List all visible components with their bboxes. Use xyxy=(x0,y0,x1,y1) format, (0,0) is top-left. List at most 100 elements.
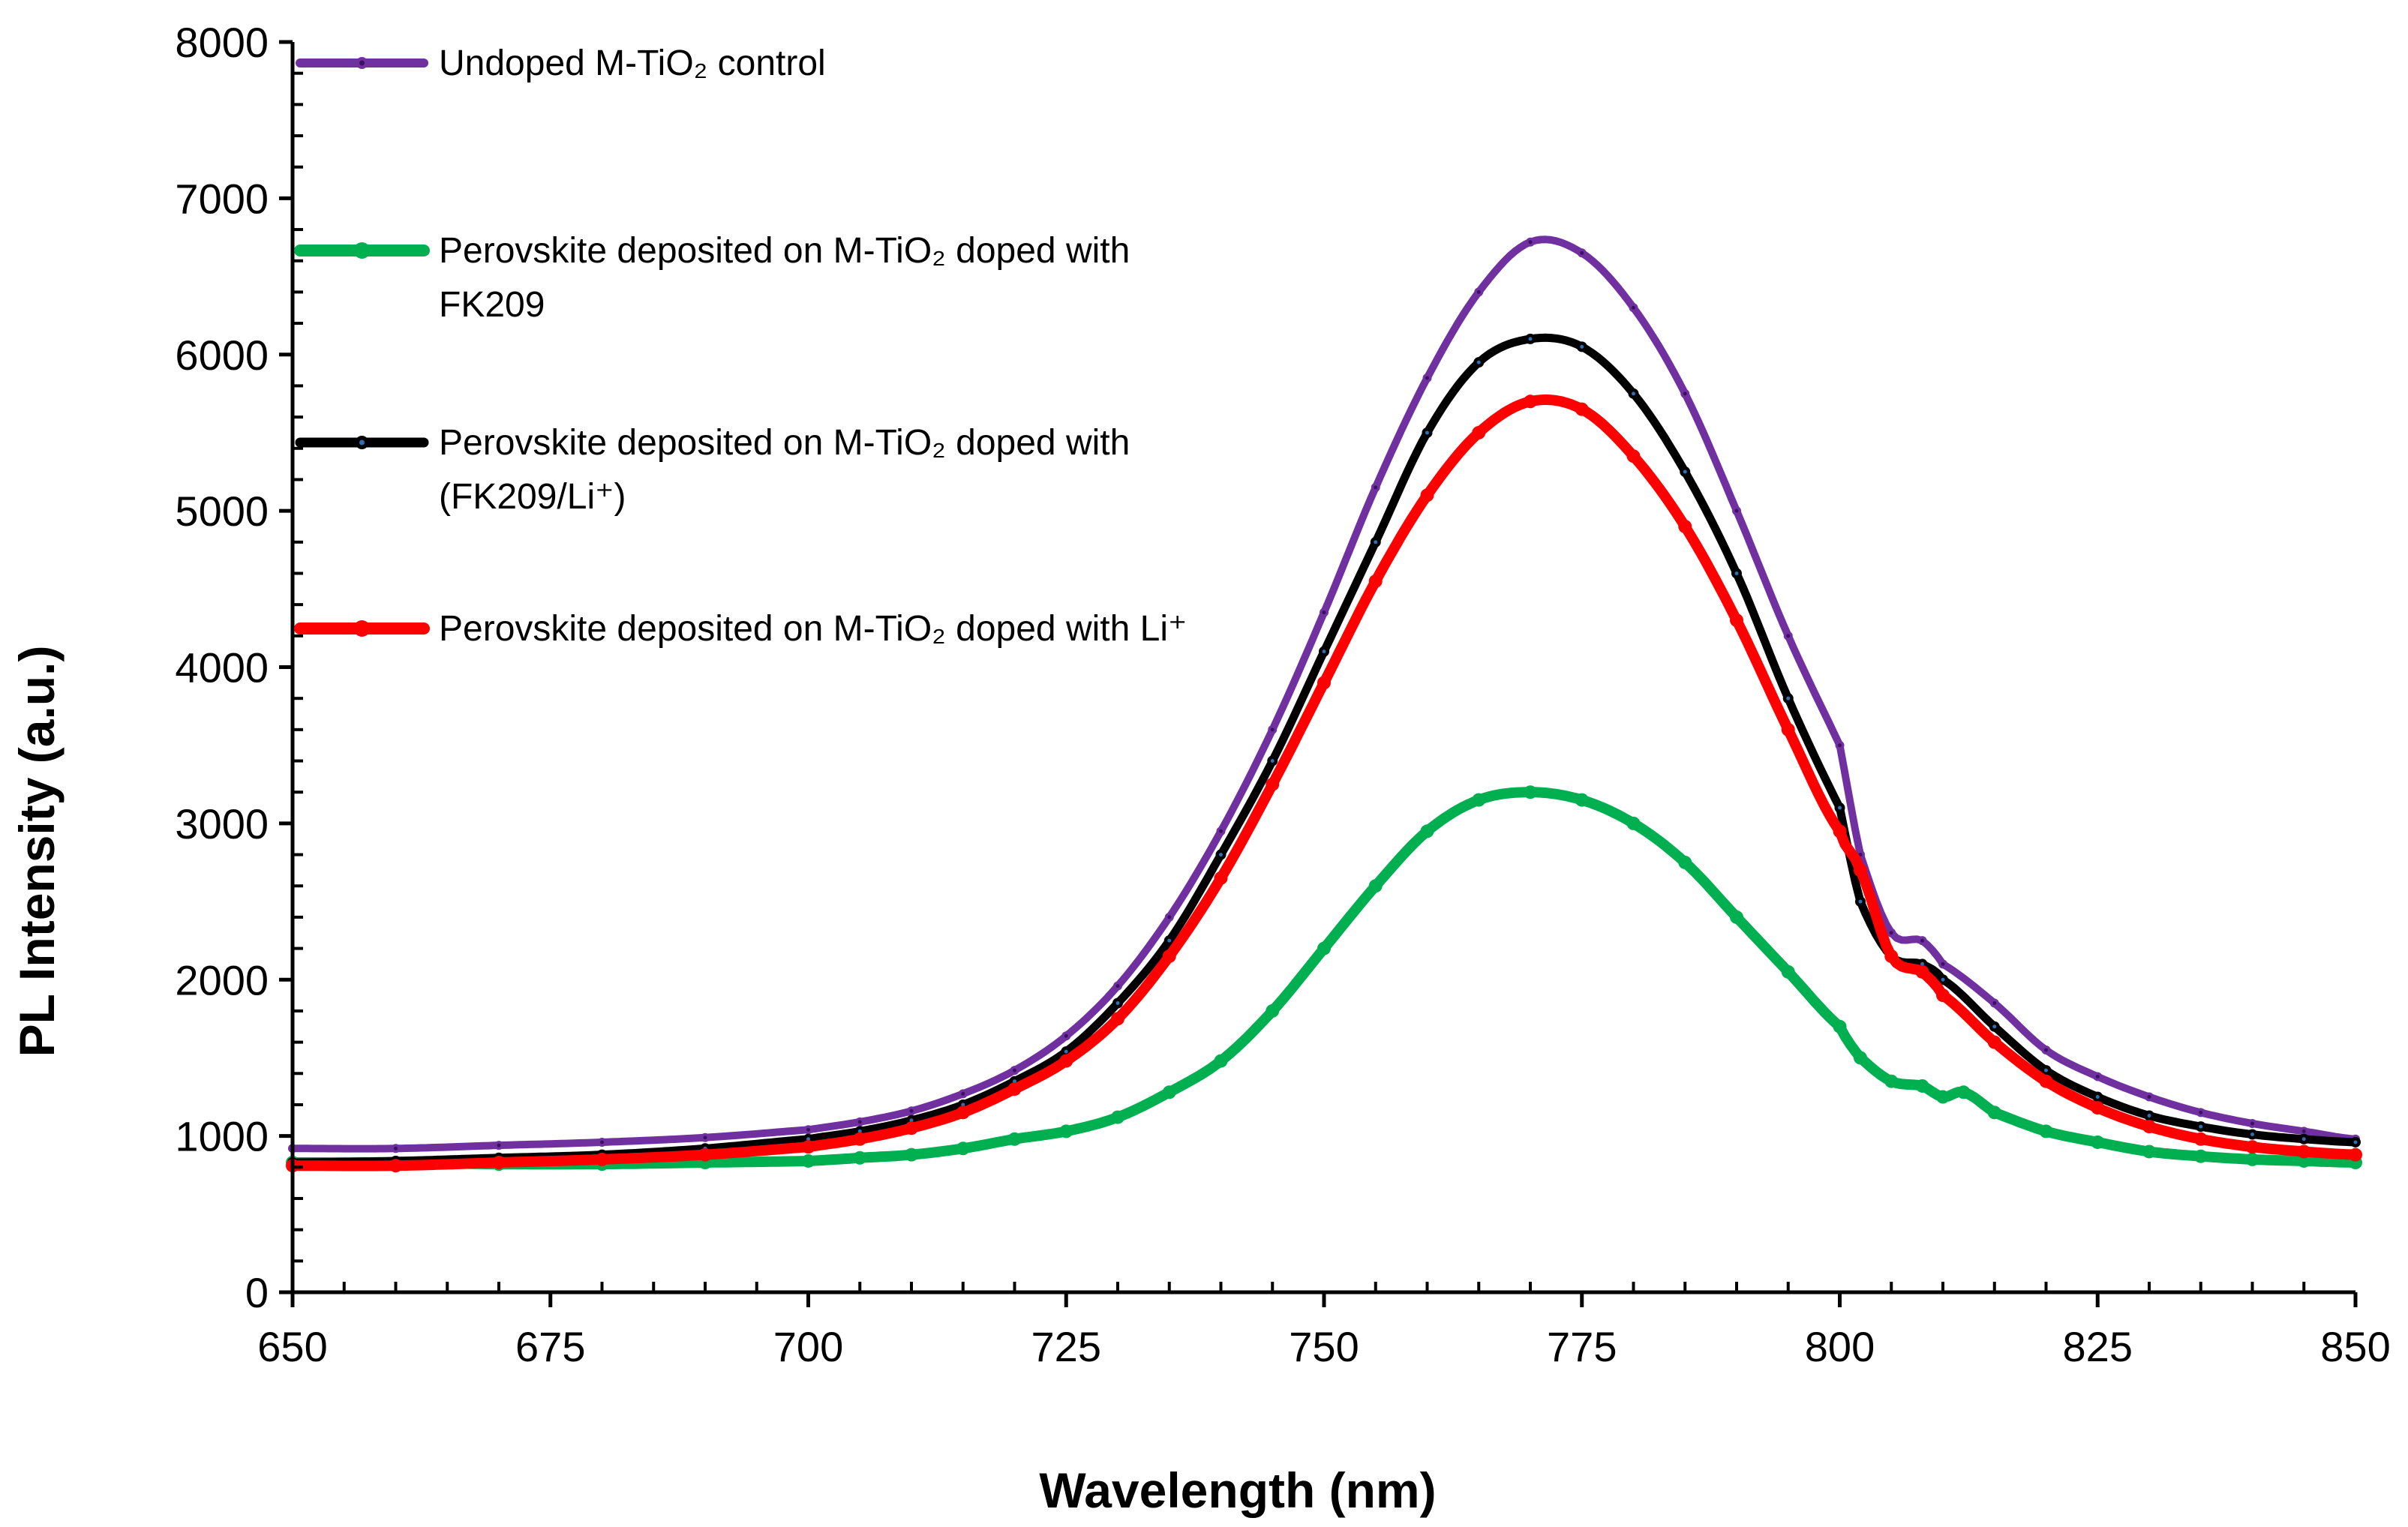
data-point-center xyxy=(1858,899,1863,904)
data-point-center xyxy=(1115,1001,1120,1006)
data-point xyxy=(1368,574,1383,588)
data-point-center xyxy=(1992,1001,1997,1006)
data-point-center xyxy=(1219,829,1223,833)
data-point-center xyxy=(1528,337,1533,341)
data-point-center xyxy=(394,1146,398,1150)
data-point-center xyxy=(961,1091,965,1096)
y-tick-label: 3000 xyxy=(175,800,269,848)
data-point-center xyxy=(1064,1049,1068,1054)
data-point xyxy=(1626,816,1641,830)
data-point-center xyxy=(2199,1124,2203,1129)
data-point-center xyxy=(857,1129,862,1133)
data-point-center xyxy=(1476,290,1481,294)
data-point xyxy=(801,1140,815,1154)
data-point xyxy=(853,1132,867,1146)
data-point xyxy=(2245,1140,2259,1154)
data-point-center xyxy=(2301,1137,2306,1142)
data-point xyxy=(1472,793,1486,807)
data-point-center xyxy=(1013,1079,1016,1084)
data-point xyxy=(2297,1144,2311,1159)
data-point xyxy=(1915,1078,1929,1093)
data-point xyxy=(853,1150,867,1165)
data-point-center xyxy=(2044,1048,2048,1052)
data-point xyxy=(389,1159,403,1173)
data-point-center xyxy=(1167,938,1172,943)
data-point xyxy=(1524,394,1537,409)
data-point-center xyxy=(1734,508,1739,513)
data-point xyxy=(905,1148,918,1162)
legend-swatch-marker xyxy=(353,242,371,259)
data-point xyxy=(905,1121,918,1136)
data-point xyxy=(1730,910,1743,924)
data-point xyxy=(698,1148,712,1162)
data-point-center xyxy=(1683,470,1687,474)
data-point-center xyxy=(2147,1114,2151,1118)
data-point-center xyxy=(857,1120,862,1124)
data-point xyxy=(1833,824,1847,838)
data-point xyxy=(1266,777,1280,791)
data-point xyxy=(1987,1035,2001,1049)
data-point xyxy=(1833,1019,1847,1034)
y-tick-label: 8000 xyxy=(175,19,269,66)
data-point-center xyxy=(909,1118,914,1123)
data-point xyxy=(1575,793,1589,807)
legend-label: Perovskite deposited on M-TiO₂ doped wit… xyxy=(439,423,1130,517)
data-point-center xyxy=(806,1137,810,1142)
data-point xyxy=(1266,1004,1280,1018)
y-tick-label: 4000 xyxy=(175,644,269,692)
data-point-center xyxy=(1528,240,1533,244)
data-point-center xyxy=(2250,1121,2254,1126)
data-point xyxy=(1936,1090,1950,1104)
data-point-center xyxy=(497,1143,501,1148)
data-point xyxy=(2297,1154,2311,1168)
data-point-center xyxy=(1322,650,1326,654)
data-point-center xyxy=(1580,344,1584,349)
data-point xyxy=(1368,879,1383,893)
data-point xyxy=(2039,1074,2053,1088)
data-point xyxy=(2193,1132,2208,1146)
y-tick-label: 6000 xyxy=(175,332,269,379)
data-point xyxy=(1317,676,1331,690)
data-point-center xyxy=(2044,1068,2048,1072)
x-tick-label: 800 xyxy=(1805,1323,1875,1370)
data-point-center xyxy=(2301,1129,2306,1133)
data-point-center xyxy=(1683,392,1687,396)
x-tick-label: 850 xyxy=(2320,1323,2390,1370)
data-point-center xyxy=(2353,1140,2358,1144)
data-point xyxy=(2142,1144,2156,1159)
data-point-center xyxy=(2095,1095,2100,1100)
data-point xyxy=(2245,1152,2259,1166)
data-point-center xyxy=(2147,1095,2151,1100)
data-point xyxy=(1162,949,1176,963)
series-1 xyxy=(288,236,2360,1154)
data-point xyxy=(1678,519,1692,533)
data-point-center xyxy=(1632,392,1635,396)
y-tick-label: 2000 xyxy=(175,956,269,1004)
legend-entry-1: Undoped M-TiO₂ control xyxy=(296,44,826,83)
data-point-center xyxy=(1786,634,1791,638)
x-axis-title: Wavelength (nm) xyxy=(1039,1462,1436,1518)
data-point xyxy=(1884,949,1899,963)
data-point xyxy=(1854,863,1867,878)
data-point-center xyxy=(1013,1068,1016,1072)
data-point xyxy=(801,1154,815,1168)
data-point-center xyxy=(1941,962,1945,966)
data-point xyxy=(1781,964,1795,979)
data-point-center xyxy=(1270,759,1275,764)
data-point-center xyxy=(1632,305,1635,310)
legend-label: Undoped M-TiO₂ control xyxy=(439,44,826,83)
legend-swatch-marker xyxy=(353,620,371,637)
data-point-center xyxy=(1941,977,1945,982)
data-point-center xyxy=(1580,250,1584,255)
y-tick-label: 0 xyxy=(245,1269,269,1316)
data-point xyxy=(1854,1051,1867,1065)
data-point-center xyxy=(1838,743,1842,748)
data-point xyxy=(1987,1106,2001,1120)
data-point xyxy=(492,1156,506,1170)
x-tick-label: 650 xyxy=(257,1323,327,1370)
axis-layer: 0 1000 2000 3000 4000 5000 6000 7000 8000 650 675 7… xyxy=(175,19,2390,1370)
data-point xyxy=(2193,1149,2208,1163)
data-point-center xyxy=(1920,938,1924,943)
y-tick-label: 7000 xyxy=(175,175,269,222)
data-point xyxy=(1162,1085,1176,1100)
